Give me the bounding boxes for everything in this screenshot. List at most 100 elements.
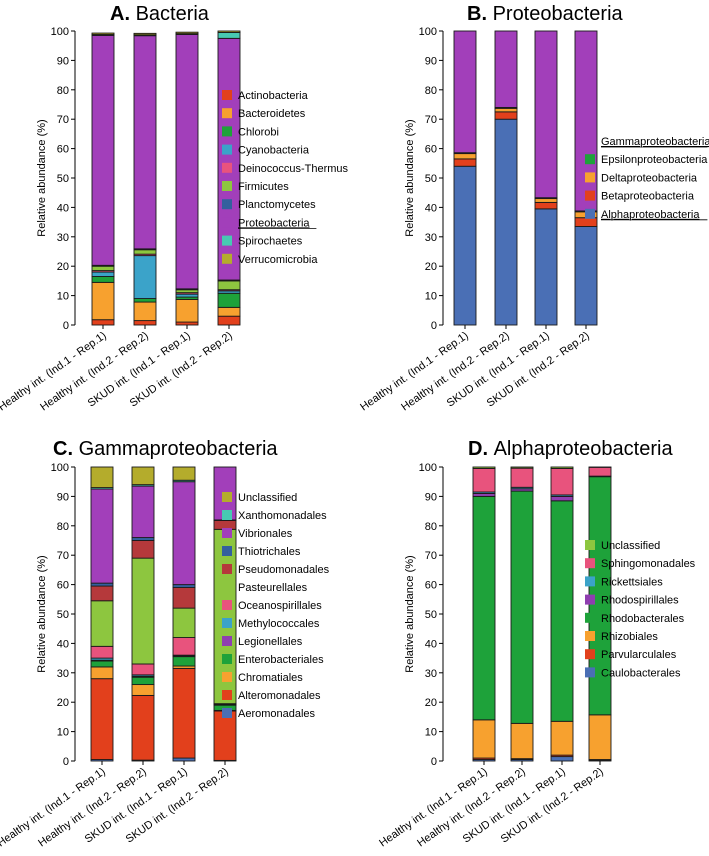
legend-item-epsilonproteobacteria: Epsilonproteobacteria	[585, 154, 708, 166]
panel-letter: D.	[468, 438, 494, 460]
bar-segment-spirochaetes	[218, 32, 240, 38]
y-tick-label: 90	[57, 55, 69, 67]
bar-stack-3	[551, 467, 573, 761]
legend-label: Deltaproteobacteria	[601, 172, 698, 184]
bar-stack-3	[535, 31, 557, 325]
bar-segment-gammaproteobacteria	[575, 31, 597, 211]
y-axis-title: Relative abundance (%)	[404, 555, 416, 672]
chart-panel-bacteria: A. Bacteria0102030405060708090100Relativ…	[0, 3, 349, 413]
legend-swatch	[222, 181, 232, 191]
legend-label: Chromatiales	[238, 672, 303, 684]
bar-segment-pasteurellales	[132, 558, 154, 664]
legend-swatch	[222, 510, 232, 520]
y-tick-label: 80	[57, 521, 69, 533]
legend-item-betaproteobacteria: Betaproteobacteria	[585, 191, 695, 203]
bar-segment-unclassified	[551, 467, 573, 468]
bar-segment-deltaproteobacteria	[454, 154, 476, 159]
legend-swatch	[222, 145, 232, 155]
legend-item-alphaproteobacteria: Alphaproteobacteria	[585, 209, 707, 221]
legend-label: Firmicutes	[238, 181, 289, 193]
y-tick-label: 30	[425, 668, 437, 680]
y-tick-label: 70	[425, 550, 437, 562]
legend-swatch	[222, 708, 232, 718]
bar-segment-actinobacteria	[218, 316, 240, 325]
bar-segment-alphaproteobacteria	[575, 227, 597, 325]
bar-segment-vibrionales	[91, 489, 113, 583]
legend-label: Oceanospirillales	[238, 600, 322, 612]
legend-swatch	[585, 136, 595, 146]
bar-segment-bacteroidetes	[134, 302, 156, 321]
bar-segment-unclassified	[473, 467, 495, 468]
y-tick-label: 80	[57, 85, 69, 97]
y-tick-label: 0	[431, 320, 437, 332]
y-tick-label: 0	[63, 756, 69, 768]
y-tick-label: 80	[425, 521, 437, 533]
bar-segment-chlorobi	[218, 293, 240, 307]
bar-segment-rhodobacterales	[511, 491, 533, 723]
bar-stack-2	[495, 31, 517, 325]
y-axis-title: Relative abundance (%)	[404, 119, 416, 236]
bar-stack-3	[176, 32, 198, 325]
y-tick-label: 20	[425, 261, 437, 273]
legend-label: Xanthomonadales	[238, 510, 327, 522]
legend-label: Planctomycetes	[238, 199, 316, 211]
bar-segment-caulobacterales	[551, 757, 573, 761]
bar-segment-betaproteobacteria	[495, 112, 517, 119]
bar-segment-bacteroidetes	[92, 282, 114, 319]
bar-segment-proteobacteria	[134, 36, 156, 249]
legend-swatch	[222, 654, 232, 664]
bar-segment-alteromonadales	[173, 668, 195, 758]
bar-segment-betaproteobacteria	[454, 159, 476, 166]
y-tick-label: 40	[57, 202, 69, 214]
bar-segment-actinobacteria	[134, 321, 156, 325]
y-tick-label: 30	[425, 232, 437, 244]
legend-label: Epsilonproteobacteria	[601, 154, 708, 166]
y-axis-title: Relative abundance (%)	[36, 119, 48, 236]
bar-segment-cyanobacteria	[92, 272, 114, 276]
y-tick-label: 40	[57, 638, 69, 650]
y-tick-label: 0	[431, 756, 437, 768]
y-axis-title: Relative abundance (%)	[36, 555, 48, 672]
legend-swatch	[222, 492, 232, 502]
bar-segment-chlorobi	[92, 276, 114, 282]
bar-segment-vibrionales	[132, 486, 154, 537]
legend-swatch	[585, 649, 595, 659]
y-tick-label: 50	[57, 173, 69, 185]
legend-label: Sphingomonadales	[601, 558, 696, 570]
panel-title-text: Gammaproteobacteria	[79, 438, 279, 460]
bar-stack-1	[91, 467, 113, 761]
y-tick-label: 10	[425, 727, 437, 739]
chart-panel-proteobacteria: B. Proteobacteria0102030405060708090100R…	[358, 3, 709, 413]
legend-label: Pseudomonadales	[238, 564, 330, 576]
bar-segment-gammaproteobacteria	[454, 31, 476, 153]
bar-segment-sphingomonadales	[511, 468, 533, 487]
y-tick-label: 20	[425, 697, 437, 709]
panel-title-text: Proteobacteria	[493, 3, 624, 25]
legend-item-deinococcus-thermus: Deinococcus-Thermus	[222, 163, 349, 175]
bar-segment-firmicutes	[134, 250, 156, 254]
legend-label: Bacteroidetes	[238, 108, 306, 120]
y-tick-label: 70	[425, 114, 437, 126]
chart-title: D. Alphaproteobacteria	[468, 438, 673, 460]
legend-swatch	[222, 108, 232, 118]
legend-label: Unclassified	[601, 540, 660, 552]
panel-letter: C.	[53, 438, 79, 460]
legend-swatch	[585, 576, 595, 586]
legend-label: Pasteurellales	[238, 582, 308, 594]
legend-label: Verrucomicrobia	[238, 254, 318, 266]
y-tick-label: 80	[425, 85, 437, 97]
legend-item-sphingomonadales: Sphingomonadales	[585, 558, 696, 570]
bar-segment-verrucomicrobia	[92, 33, 114, 34]
legend-swatch	[222, 236, 232, 246]
bar-segment-sphingomonadales	[473, 468, 495, 492]
bar-segment-oceanospirillales	[173, 638, 195, 656]
y-tick-label: 40	[425, 638, 437, 650]
bar-segment-proteobacteria	[176, 35, 198, 289]
bar-segment-cyanobacteria	[134, 256, 156, 299]
legend-label: Vibrionales	[238, 528, 293, 540]
bar-stack-2	[132, 467, 154, 761]
legend-swatch	[585, 595, 595, 605]
legend-label: Caulobacterales	[601, 667, 681, 679]
legend-swatch	[585, 209, 595, 219]
